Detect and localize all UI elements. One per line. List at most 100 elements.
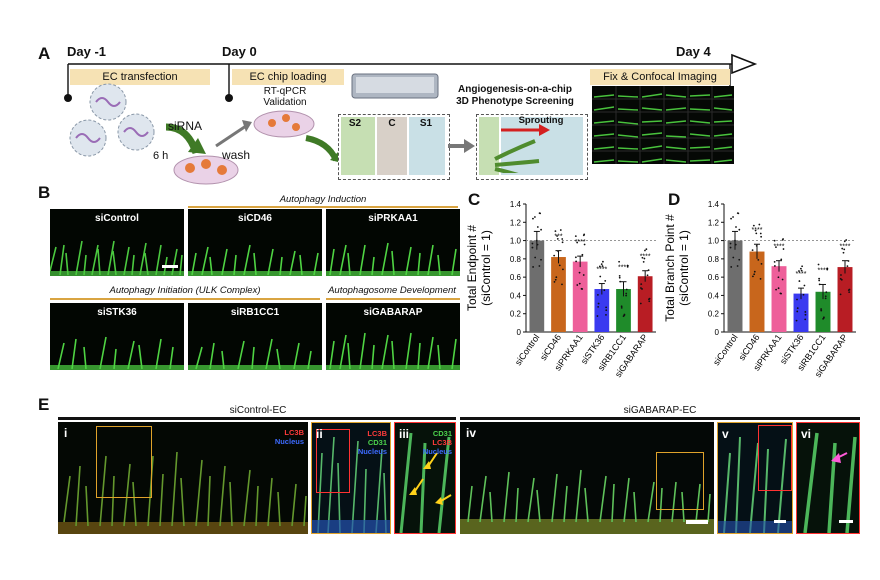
endpoint-significance: **** bbox=[575, 239, 586, 246]
endpoint-datapoint bbox=[576, 284, 579, 286]
branch-ytick-label: 0.4 bbox=[708, 291, 720, 300]
branch-datapoint bbox=[842, 251, 845, 254]
branch-datapoint bbox=[843, 240, 846, 243]
endpoint-datapoint bbox=[618, 274, 621, 277]
subpanel-label-iii: iii bbox=[399, 427, 410, 441]
endpoint-datapoint bbox=[558, 264, 561, 267]
branch-datapoint bbox=[732, 256, 735, 259]
endpoint-ylabel: Total Endpoint # bbox=[465, 225, 479, 311]
branch-datapoint bbox=[729, 246, 732, 249]
image-e-i: i LC3B Nucleus bbox=[58, 422, 308, 534]
endpoint-datapoint bbox=[531, 246, 534, 249]
branch-datapoint bbox=[796, 298, 798, 301]
branch-datapoint bbox=[730, 266, 733, 268]
image-e-vi: vi bbox=[796, 422, 860, 534]
endpoint-significance: **** bbox=[640, 254, 651, 261]
branch-datapoint bbox=[799, 267, 802, 270]
endpoint-datapoint bbox=[534, 216, 536, 218]
group-bar-sigabarap bbox=[460, 417, 860, 420]
branch-datapoint bbox=[843, 248, 846, 251]
branch-datapoint bbox=[803, 284, 806, 287]
endpoint-datapoint bbox=[645, 248, 648, 251]
group-label-sigabarap-ec: siGABARAP-EC bbox=[623, 405, 697, 416]
branch-datapoint bbox=[736, 212, 739, 215]
chart-total-branch-point: Total Branch Point # (siControl = 1) 0 0.2 0… bbox=[663, 200, 856, 379]
branch-datapoint bbox=[817, 263, 820, 266]
panel-c-label: C bbox=[468, 190, 481, 209]
branch-bar-siprkaa1 bbox=[771, 266, 787, 332]
channel-label-nucleus: Nucleus bbox=[357, 447, 387, 456]
branch-datapoint bbox=[759, 232, 762, 235]
endpoint-datapoint bbox=[605, 309, 608, 312]
branch-datapoint bbox=[735, 226, 737, 228]
stage-ec-chip-loading: EC chip loading bbox=[232, 69, 344, 85]
sprouting-label: Sprouting bbox=[518, 115, 564, 126]
image-label-siprkaa1: siPRKAA1 bbox=[368, 213, 418, 224]
category-autophagosome-development: Autophagosome Development bbox=[328, 285, 456, 296]
panel-d-label: D bbox=[668, 190, 681, 209]
branch-ytick-label: 0.8 bbox=[708, 255, 720, 264]
endpoint-datapoint bbox=[597, 302, 600, 305]
subpanel-label-v: v bbox=[722, 427, 729, 441]
branch-datapoint bbox=[839, 293, 842, 296]
branch-datapoint bbox=[796, 307, 799, 310]
endpoint-ytick-label: 0.6 bbox=[510, 273, 522, 282]
image-e-iii: iii CD31 LC3B Nucleus bbox=[394, 422, 456, 534]
branch-bar-sigabarap bbox=[837, 267, 853, 332]
branch-datapoint bbox=[824, 295, 827, 298]
branch-datapoint bbox=[760, 235, 763, 238]
endpoint-datapoint bbox=[561, 283, 563, 286]
endpoint-significance: **** bbox=[618, 265, 629, 272]
endpoint-datapoint bbox=[641, 288, 643, 290]
image-label-sicd46: siCD46 bbox=[238, 213, 272, 224]
branch-datapoint bbox=[730, 217, 732, 220]
branch-datapoint bbox=[760, 262, 763, 265]
endpoint-datapoint bbox=[534, 256, 537, 259]
branch-datapoint bbox=[780, 258, 783, 261]
branch-datapoint bbox=[825, 291, 828, 294]
endpoint-datapoint bbox=[623, 314, 626, 317]
endpoint-datapoint bbox=[603, 289, 606, 292]
endpoint-datapoint bbox=[536, 226, 539, 228]
endpoint-datapoint bbox=[556, 235, 558, 237]
branch-datapoint bbox=[848, 291, 851, 294]
branch-datapoint bbox=[820, 308, 823, 310]
endpoint-datapoint bbox=[639, 302, 642, 305]
branch-datapoint bbox=[736, 265, 739, 267]
branch-datapoint bbox=[777, 287, 780, 290]
branch-ytick-label: 0 bbox=[715, 328, 720, 337]
image-sirb1cc1: siRB1CC1 bbox=[188, 303, 322, 370]
branch-datapoint bbox=[738, 228, 741, 231]
c-label: C bbox=[388, 118, 396, 129]
category-autophagy-induction: Autophagy Induction bbox=[279, 194, 367, 205]
endpoint-bar-sicd46 bbox=[551, 257, 566, 332]
branch-datapoint bbox=[846, 265, 849, 268]
stage-ec-transfection: EC transfection bbox=[70, 69, 210, 85]
image-label-sigabarap: siGABARAP bbox=[363, 307, 423, 318]
panel-e-label: E bbox=[38, 395, 50, 414]
branch-significance: **** bbox=[774, 244, 785, 251]
day-4-label: Day 4 bbox=[676, 44, 711, 59]
endpoint-datapoint bbox=[599, 275, 602, 278]
branch-bar-sirb1cc1 bbox=[815, 291, 831, 332]
endpoint-bar-sicontrol bbox=[529, 240, 545, 332]
branch-category-label: siControl bbox=[711, 332, 740, 367]
endpoint-datapoint bbox=[597, 305, 600, 308]
category-induction-line bbox=[188, 206, 458, 208]
endpoint-datapoint bbox=[600, 263, 603, 265]
endpoint-ytick-label: 0.4 bbox=[510, 291, 522, 300]
endpoint-datapoint bbox=[582, 274, 585, 276]
chip-device-icon bbox=[351, 73, 439, 99]
endpoint-datapoint bbox=[601, 265, 604, 267]
endpoint-datapoint bbox=[574, 235, 577, 238]
branch-ylabel: (siControl = 1) bbox=[677, 230, 691, 306]
endpoint-datapoint bbox=[532, 217, 534, 220]
endpoint-datapoint bbox=[540, 228, 542, 231]
panel-a-label: A bbox=[38, 44, 51, 63]
transfection-illustration bbox=[69, 83, 239, 185]
branch-datapoint bbox=[804, 311, 807, 313]
endpoint-datapoint bbox=[538, 212, 541, 215]
branch-datapoint bbox=[848, 288, 851, 291]
endpoint-datapoint bbox=[618, 260, 621, 263]
endpoint-datapoint bbox=[540, 258, 542, 261]
